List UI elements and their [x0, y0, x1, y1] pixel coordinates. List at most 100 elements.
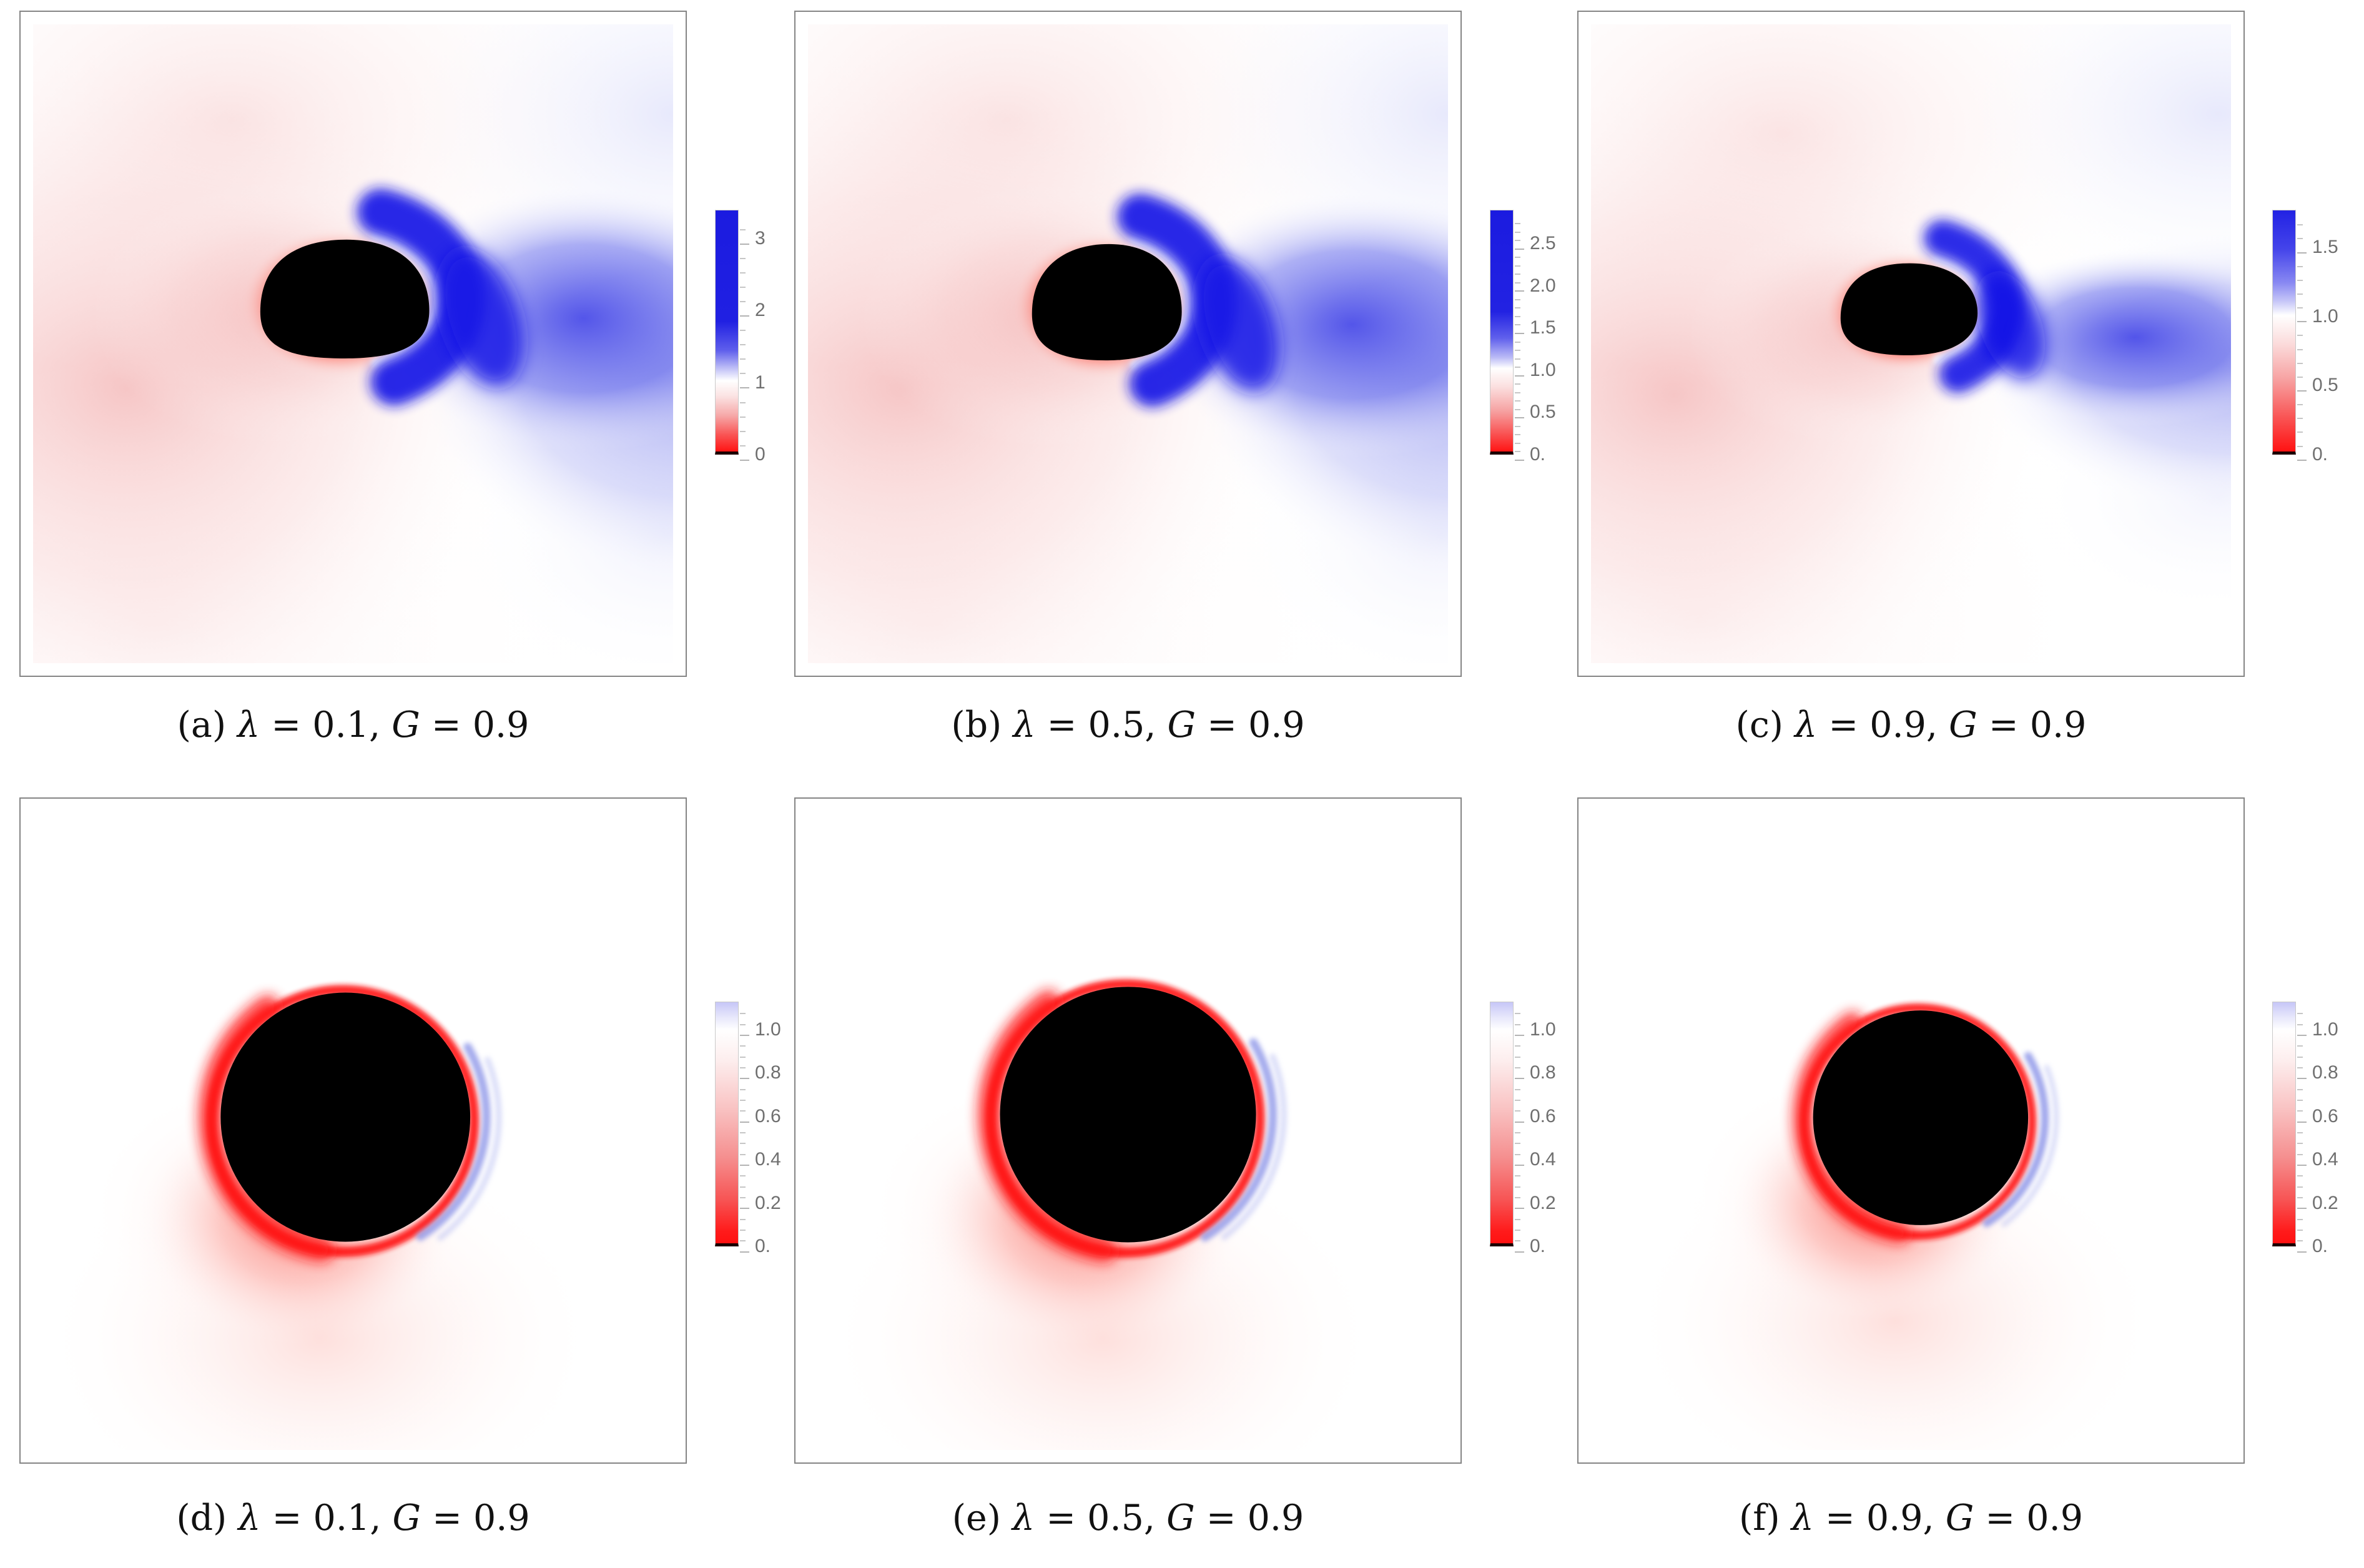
- caption-segment: = 0.5,: [1035, 1497, 1167, 1539]
- tick-mark: [2297, 418, 2303, 420]
- tick-mark: [1515, 223, 1520, 225]
- tick-mark: [2297, 1110, 2303, 1112]
- tick-mark: [2297, 459, 2307, 461]
- colorbar-d-gradient: [715, 1002, 739, 1246]
- colorbar-minor-tick: [2297, 358, 2303, 369]
- colorbar-e-ticks: 1.0 0.8 0.6 0.4 0.2 0.: [1515, 1002, 1596, 1256]
- tick-mark: [1515, 442, 1520, 444]
- tick-label: 0.5: [1530, 402, 1556, 423]
- tick-mark: [1515, 298, 1520, 300]
- tick-mark: [2297, 1186, 2303, 1188]
- colorbar-minor-tick: [2297, 1149, 2303, 1160]
- colorbar-minor-tick: [740, 1052, 746, 1063]
- colorbar-minor-tick: [2297, 372, 2303, 383]
- tick-mark: [740, 430, 746, 432]
- tick-mark: [2297, 1153, 2303, 1155]
- tick-mark: [740, 1023, 746, 1025]
- caption-segment: (e): [952, 1497, 1013, 1539]
- colorbar-minor-tick: [2297, 1138, 2303, 1150]
- tick-mark: [1515, 1165, 1524, 1166]
- panel-b: [794, 11, 1462, 677]
- tick-mark: [1515, 274, 1520, 275]
- colorbar-minor-tick: [2297, 1084, 2303, 1095]
- tick-mark: [1515, 1208, 1524, 1210]
- tick-mark: [2297, 390, 2307, 392]
- tick-mark: [2297, 404, 2303, 406]
- colorbar-minor-tick: [2297, 1019, 2303, 1030]
- panel-c: [1577, 11, 2245, 677]
- tick-mark: [1515, 1013, 1520, 1015]
- tick-mark: [740, 387, 749, 389]
- colorbar-major-tick: 0: [740, 444, 766, 466]
- tick-mark: [2297, 1165, 2307, 1166]
- tick-mark: [1515, 417, 1524, 419]
- colorbar-major-tick: 0.6: [740, 1106, 781, 1128]
- colorbar-minor-tick: [740, 368, 746, 380]
- tick-mark: [2297, 293, 2303, 295]
- tick-label: 1.0: [1530, 1019, 1556, 1040]
- colorbar-a-ticks: 3 2 1 0: [740, 210, 821, 465]
- colorbar-major-tick: 1.5: [2297, 237, 2338, 259]
- tick-mark: [2297, 1218, 2303, 1220]
- colorbar-minor-tick: [1515, 438, 1520, 449]
- colorbar-major-tick: 1: [740, 372, 766, 394]
- tick-mark: [740, 229, 746, 230]
- colorbar-minor-tick: [2297, 344, 2303, 355]
- tick-mark: [1515, 425, 1520, 427]
- tick-label: 0.6: [1530, 1105, 1556, 1127]
- colorbar-minor-tick: [2297, 1181, 2303, 1193]
- colorbar-major-tick: 0.2: [2297, 1193, 2338, 1215]
- colorbar-minor-tick: [1515, 395, 1520, 407]
- colorbar-major-tick: 0.5: [2297, 375, 2338, 397]
- tick-mark: [740, 1034, 749, 1036]
- colorbar-minor-tick: [740, 267, 746, 279]
- colorbar-minor-tick: [2297, 288, 2303, 300]
- tick-mark: [1515, 1197, 1520, 1199]
- tick-mark: [1515, 1056, 1520, 1058]
- colorbar-minor-tick: [1515, 303, 1520, 314]
- tick-mark: [740, 1240, 746, 1242]
- tick-mark: [2297, 1078, 2307, 1080]
- tick-label: 0: [755, 444, 766, 465]
- tick-mark: [740, 459, 749, 461]
- caption-segment: = 0.1,: [260, 1497, 393, 1539]
- tick-mark: [740, 287, 746, 288]
- colorbar-minor-tick: [1515, 1127, 1520, 1138]
- tick-label: 0.: [755, 1236, 771, 1256]
- colorbar-major-tick: 0.8: [1515, 1062, 1556, 1084]
- tick-mark: [1515, 1143, 1520, 1145]
- colorbar-minor-tick: [740, 325, 746, 336]
- shadow-plot-e: [808, 811, 1448, 1450]
- colorbar-minor-tick: [1515, 404, 1520, 415]
- colorbar-c-ticks: 1.5 1.0 0.5 0.: [2297, 210, 2364, 465]
- colorbar-minor-tick: [2297, 220, 2303, 231]
- tick-mark: [2297, 279, 2303, 281]
- colorbar-minor-tick: [740, 282, 746, 293]
- colorbar-minor-tick: [740, 440, 746, 451]
- tick-mark: [740, 373, 746, 375]
- colorbar-minor-tick: [1515, 1214, 1520, 1225]
- tick-mark: [2297, 335, 2303, 337]
- density-plot-a-svg: [33, 24, 673, 663]
- tick-label: 1.0: [1530, 359, 1556, 380]
- tick-label: 0.4: [755, 1149, 781, 1170]
- colorbar-minor-tick: [1515, 277, 1520, 288]
- caption-segment: = 0.9: [1977, 704, 2087, 746]
- tick-mark: [1515, 240, 1520, 242]
- caption-e: (e) λ = 0.5, G = 0.9: [794, 1497, 1462, 1539]
- colorbar-major-tick: 1.0: [740, 1019, 781, 1041]
- colorbar-minor-tick: [740, 426, 746, 437]
- caption-segment: = 0.9: [1194, 1497, 1304, 1539]
- colorbar-minor-tick: [740, 1008, 746, 1019]
- colorbar-minor-tick: [2297, 1052, 2303, 1063]
- colorbar-major-tick: 1.0: [2297, 306, 2338, 328]
- colorbar-minor-tick: [1515, 1236, 1520, 1247]
- colorbar-major-tick: 0.8: [740, 1062, 781, 1084]
- colorbar-major-tick: 2.0: [1515, 275, 1556, 297]
- tick-mark: [740, 445, 746, 446]
- tick-mark: [740, 1186, 746, 1188]
- colorbar-minor-tick: [1515, 1040, 1520, 1052]
- colorbar-minor-tick: [1515, 269, 1520, 280]
- tick-mark: [2297, 1023, 2303, 1025]
- caption-segment: = 0.1,: [260, 704, 392, 746]
